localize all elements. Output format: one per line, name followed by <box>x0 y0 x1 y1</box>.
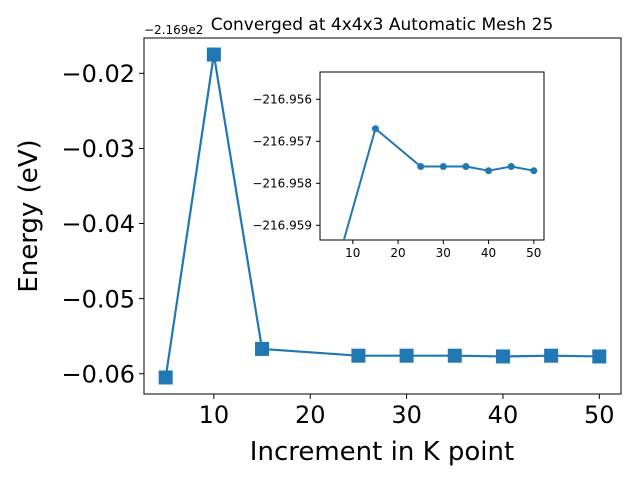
main-x-tick-label: 40 <box>488 401 519 429</box>
inset-series-line <box>342 127 535 240</box>
inset-data-point <box>417 163 425 170</box>
main-x-tick-label: 50 <box>584 401 615 429</box>
y-axis-label: Energy (eV) <box>14 139 44 292</box>
main-data-point <box>495 349 510 364</box>
main-x-tick-label: 30 <box>391 401 422 429</box>
inset-data-point <box>439 163 447 170</box>
inset-data-point <box>530 167 538 175</box>
inset-y-tick-label: −216.957 <box>252 135 312 149</box>
main-y-tick-label: −0.03 <box>61 135 135 163</box>
inset-x-tick-label: 50 <box>526 246 541 260</box>
inset-series <box>342 125 538 240</box>
main-y-tick-label: −0.06 <box>61 360 135 388</box>
inset-x-tick-label: 30 <box>436 246 451 260</box>
main-x-tick-label: 10 <box>199 401 230 429</box>
main-x-axis: 10 20 30 40 50 <box>199 394 615 429</box>
main-data-point <box>158 370 173 385</box>
inset-data-point <box>371 125 379 133</box>
inset-y-axis: −216.959 −216.958 −216.957 −216.956 <box>252 93 320 233</box>
inset-x-tick-label: 10 <box>345 246 360 260</box>
y-offset-label: −2.169e2 <box>144 23 203 37</box>
main-data-point <box>206 47 221 62</box>
main-y-tick-label: −0.04 <box>61 210 135 238</box>
main-series <box>158 47 607 385</box>
main-y-axis: −0.06 −0.05 −0.04 −0.03 −0.02 <box>61 60 144 388</box>
main-data-point <box>592 349 607 364</box>
inset-data-point <box>485 167 493 175</box>
x-axis-label: Increment in K point <box>250 437 514 467</box>
inset-x-axis: 10 20 30 40 50 <box>345 240 541 260</box>
main-data-point <box>351 348 366 363</box>
inset-y-tick-label: −216.958 <box>252 177 312 191</box>
main-data-point <box>447 348 462 363</box>
inset-data-point <box>507 163 515 170</box>
inset-y-tick-label: −216.959 <box>252 219 312 233</box>
main-x-tick-label: 20 <box>295 401 326 429</box>
inset-x-tick-label: 20 <box>390 246 405 260</box>
main-data-point <box>544 348 559 363</box>
inset-x-tick-label: 40 <box>481 246 496 260</box>
inset-data-point <box>462 163 470 170</box>
chart-title: Converged at 4x4x3 Automatic Mesh 25 <box>211 15 554 35</box>
main-data-point <box>399 348 414 363</box>
inset-y-tick-label: −216.956 <box>252 93 312 107</box>
main-y-tick-label: −0.05 <box>61 285 135 313</box>
main-data-point <box>255 341 270 356</box>
inset-plot-frame <box>319 71 545 241</box>
main-y-tick-label: −0.02 <box>61 60 135 88</box>
inset-chart: 10 20 30 40 50 −216.959−216.958−216.957−216.… <box>252 71 545 260</box>
